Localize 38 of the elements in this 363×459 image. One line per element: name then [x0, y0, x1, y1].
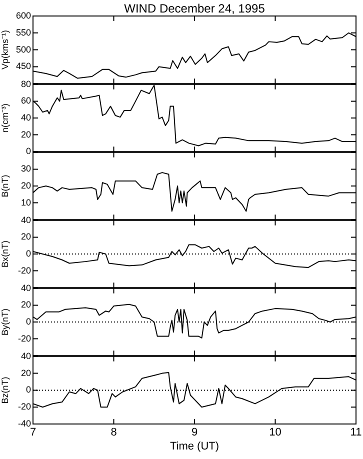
y-axis-title: Bx(nT)	[0, 240, 10, 268]
y-tick-label: 60	[20, 96, 31, 106]
x-tick-label: 9	[191, 426, 198, 439]
y-tick-label: 0	[26, 316, 31, 326]
y-tick-label: -20	[18, 402, 31, 412]
y-tick-label: 20	[20, 180, 31, 190]
y-tick-label: -40	[18, 418, 31, 428]
y-tick-label: 40	[20, 350, 31, 361]
y-tick-label: 10	[20, 197, 31, 208]
x-tick-label: 10	[269, 426, 282, 439]
y-tick-label: 20	[20, 129, 31, 140]
y-tick-label: 0	[26, 248, 31, 258]
y-axis-title: Vp(kms⁻¹)	[0, 30, 10, 70]
y-tick-label: 0	[26, 146, 31, 156]
y-tick-label: 40	[20, 214, 31, 225]
y-tick-label: 550	[16, 27, 31, 38]
y-tick-label: 30	[20, 164, 31, 174]
y-tick-label: 40	[20, 112, 31, 122]
x-tick-label: 7	[30, 426, 36, 439]
y-tick-label: 450	[16, 61, 31, 72]
y-tick-label: 80	[20, 78, 31, 89]
y-tick-label: 0	[26, 384, 31, 395]
y-axis-title: B(nT)	[0, 174, 10, 198]
y-tick-label: 20	[20, 300, 31, 310]
y-tick-label: 20	[20, 232, 31, 242]
y-axis-title: Bz(nT)	[0, 376, 10, 404]
y-axis-title: By(nT)	[0, 308, 10, 336]
y-axis-title: n(cm⁻³)	[0, 104, 10, 132]
y-tick-label: -20	[18, 265, 31, 276]
y-tick-label: 500	[16, 44, 31, 54]
x-axis-title: Time (UT)	[170, 440, 220, 452]
y-tick-label: 40	[20, 282, 31, 293]
y-tick-label: -20	[18, 333, 31, 344]
x-tick-label: 8	[110, 426, 117, 439]
y-tick-label: 20	[20, 368, 31, 378]
x-tick-label: 11	[350, 426, 362, 439]
chart-title: WIND December 24, 1995	[124, 1, 266, 16]
y-tick-label: 600	[16, 10, 31, 20]
